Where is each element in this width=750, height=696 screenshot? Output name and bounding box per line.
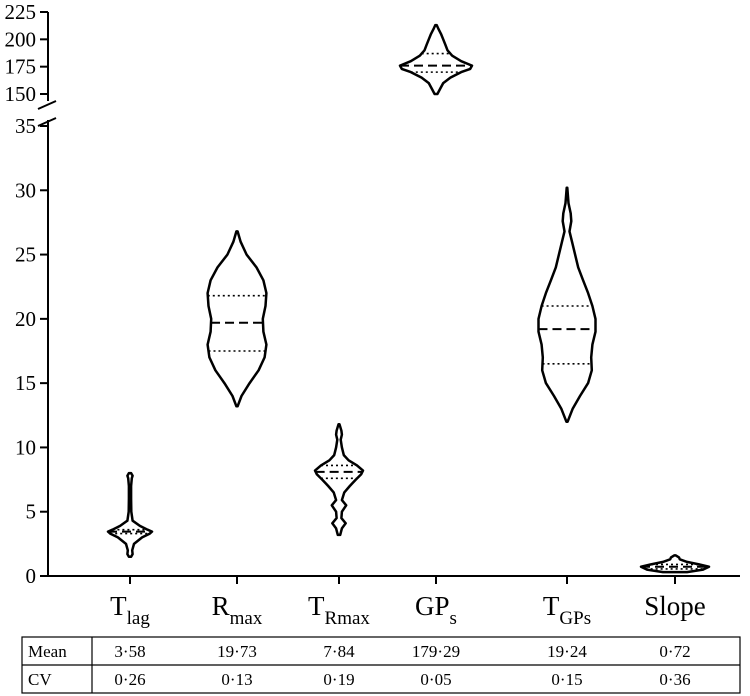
label-base: T bbox=[543, 591, 560, 621]
y-tick-label: 30 bbox=[15, 178, 36, 202]
label-base: Slope bbox=[644, 591, 706, 621]
y-tick-label: 35 bbox=[15, 114, 36, 138]
violin-1 bbox=[106, 471, 154, 558]
violin-4 bbox=[398, 23, 474, 96]
axis-break-mark bbox=[37, 117, 57, 127]
y-tick-label: 10 bbox=[15, 435, 36, 459]
violin-body bbox=[313, 423, 365, 537]
violin-body bbox=[206, 230, 268, 408]
x-category-label: TGPs bbox=[543, 591, 591, 629]
label-subscript: max bbox=[230, 608, 263, 629]
label-subscript: lag bbox=[127, 608, 151, 629]
y-tick-label: 150 bbox=[5, 82, 37, 106]
table-cell: 0·36 bbox=[659, 670, 690, 689]
x-category-label: Tlag bbox=[110, 591, 150, 629]
label-base: R bbox=[212, 591, 230, 621]
violin-body bbox=[398, 23, 474, 96]
label-subscript: s bbox=[450, 608, 457, 629]
table-cell: 7·84 bbox=[323, 642, 355, 661]
violin-body bbox=[537, 186, 597, 423]
x-category-label: TRmax bbox=[308, 591, 370, 629]
label-base: T bbox=[308, 591, 325, 621]
label-base: T bbox=[110, 591, 127, 621]
violin-3 bbox=[313, 423, 365, 537]
x-category-label: Rmax bbox=[212, 591, 263, 629]
y-tick-label: 5 bbox=[26, 500, 37, 524]
table-cell: 19·73 bbox=[217, 642, 257, 661]
table-cell: 19·24 bbox=[547, 642, 587, 661]
y-tick-label: 25 bbox=[15, 243, 36, 267]
violins bbox=[106, 23, 711, 574]
violin-6 bbox=[639, 554, 711, 574]
axis-break-mark bbox=[37, 100, 57, 110]
label-base: GP bbox=[415, 591, 450, 621]
label-subscript: Rmax bbox=[325, 608, 371, 629]
table-cell: 3·58 bbox=[114, 642, 145, 661]
table-row-label: CV bbox=[28, 670, 52, 689]
label-subscript: GPs bbox=[559, 608, 591, 629]
y-tick-label: 175 bbox=[5, 55, 37, 79]
violin-2 bbox=[206, 230, 268, 408]
table-cell: 0·05 bbox=[420, 670, 451, 689]
y-tick-label: 0 bbox=[26, 564, 37, 588]
y-tick-label: 200 bbox=[5, 27, 37, 51]
x-category-label: Slope bbox=[644, 591, 706, 621]
table-cell: 0·13 bbox=[221, 670, 252, 689]
summary-table: Mean 3·58 19·73 7·84 179·29 19·24 0·72 CV 0·26 0·… bbox=[21, 636, 741, 694]
table-cell: 179·29 bbox=[412, 642, 460, 661]
y-tick-label: 20 bbox=[15, 307, 36, 331]
table-cell: 0·72 bbox=[659, 642, 690, 661]
table-row-label: Mean bbox=[28, 642, 67, 661]
x-category-label: GPs bbox=[415, 591, 457, 629]
axes: 0 5 10 15 20 25 30 35 150 175 200 225 bbox=[5, 0, 740, 588]
violin-body bbox=[106, 471, 154, 558]
table-cell: 0·15 bbox=[551, 670, 582, 689]
y-tick-label: 225 bbox=[5, 0, 37, 24]
violin-5 bbox=[537, 186, 597, 423]
table-cell: 0·19 bbox=[323, 670, 354, 689]
y-tick-label: 15 bbox=[15, 371, 36, 395]
x-axis-labels: Tlag Rmax TRmax GPs TGPs Slope bbox=[110, 591, 706, 629]
table-cell: 0·26 bbox=[114, 670, 145, 689]
